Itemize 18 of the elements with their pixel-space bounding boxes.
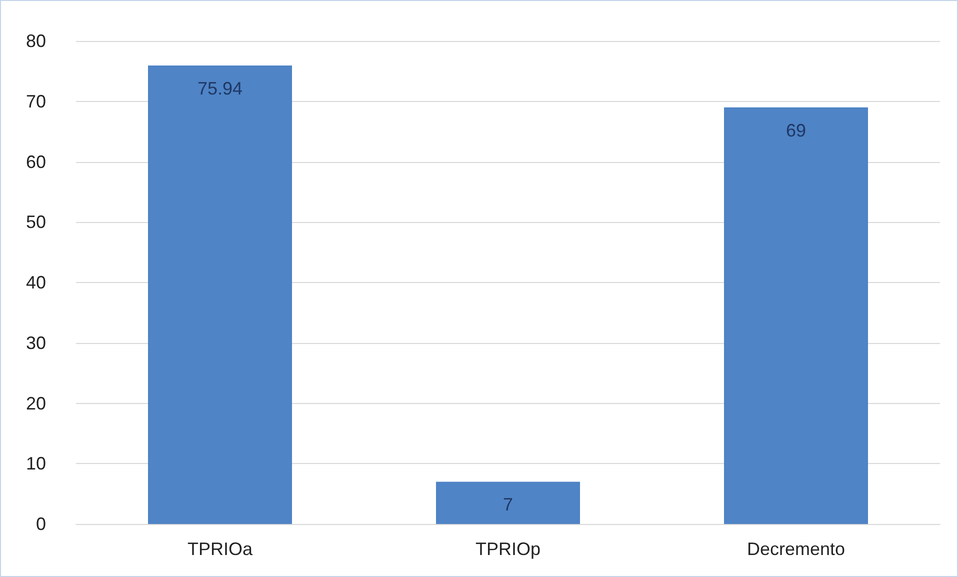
y-tick-label: 20: [26, 393, 46, 414]
y-tick-label: 30: [26, 332, 46, 353]
x-tick-label: TPRIOa: [187, 539, 254, 559]
y-tick-label: 60: [26, 152, 46, 172]
bar: [724, 107, 868, 524]
y-tick-label: 40: [26, 272, 46, 292]
bar: [436, 482, 580, 524]
data-label: 69: [786, 120, 806, 140]
data-label: 75.94: [197, 78, 243, 99]
data-label: 7: [502, 494, 514, 515]
x-tick-label: Decremento: [746, 539, 846, 559]
y-tick-label: 70: [26, 91, 46, 112]
y-tick-label: 0: [36, 514, 46, 534]
y-tick-label: 50: [26, 212, 46, 232]
y-tick-label: 80: [26, 31, 46, 51]
x-tick-label: TPRIOp: [475, 539, 541, 559]
bar: [148, 66, 292, 524]
y-tick-label: 10: [26, 454, 46, 474]
